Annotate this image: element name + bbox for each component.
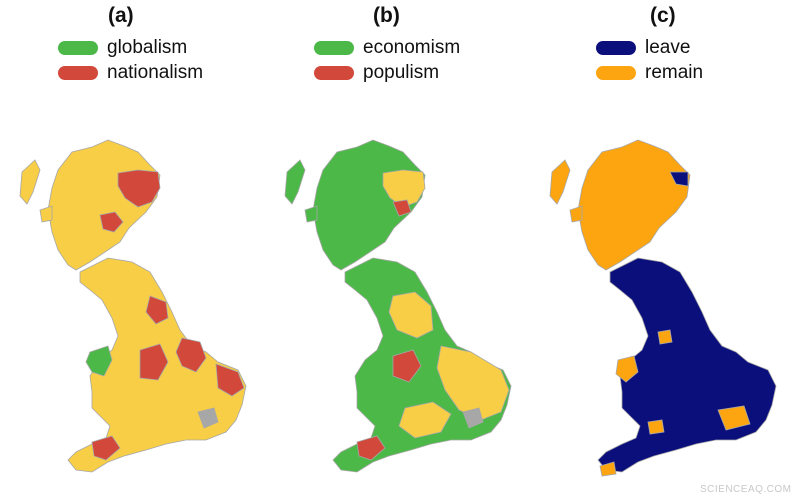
legend-label-nationalism: nationalism bbox=[107, 62, 204, 83]
region-london-c bbox=[717, 405, 751, 431]
region-bristol-c bbox=[647, 419, 665, 435]
region-wales-north-a bbox=[85, 345, 113, 377]
island-skye-b bbox=[304, 205, 318, 223]
region-london-b bbox=[462, 407, 484, 429]
region-east-england-a bbox=[175, 337, 207, 373]
legend-item-remain: remain bbox=[596, 62, 703, 84]
legend-item-globalism: globalism bbox=[58, 37, 187, 59]
island-lewis-c bbox=[549, 159, 571, 205]
region-east-b bbox=[436, 345, 510, 421]
region-aberdeen-b bbox=[392, 199, 412, 217]
england-wales-c bbox=[597, 257, 777, 477]
legend-swatch-economism bbox=[314, 41, 354, 55]
panel-label-c: (c) bbox=[650, 4, 676, 27]
island-lewis-b bbox=[284, 159, 306, 205]
legend-label-economism: economism bbox=[363, 37, 461, 58]
scotland-a bbox=[19, 139, 161, 271]
region-northeast-a bbox=[145, 295, 169, 325]
region-lincolnshire-a bbox=[215, 363, 245, 397]
legend-swatch-nationalism bbox=[58, 66, 98, 80]
panel-a: (a) globalism nationalism bbox=[0, 0, 260, 500]
region-aberdeenshire-a bbox=[117, 169, 161, 208]
region-south-b bbox=[398, 401, 452, 439]
legend-swatch-remain bbox=[596, 66, 636, 80]
map-c bbox=[549, 139, 777, 477]
legend-swatch-leave bbox=[596, 41, 636, 55]
region-yorkshire-b bbox=[388, 291, 434, 339]
legend-label-remain: remain bbox=[645, 62, 704, 83]
scotland-b bbox=[284, 139, 426, 271]
region-aberdeenshire-b bbox=[382, 169, 426, 208]
england-wales-a bbox=[67, 257, 247, 473]
region-midlands-b bbox=[392, 349, 422, 383]
island-skye-c bbox=[569, 205, 583, 223]
region-moray-c bbox=[669, 171, 689, 187]
island-skye-a bbox=[39, 205, 53, 223]
panel-b: (b) economism populism bbox=[265, 0, 525, 500]
map-b bbox=[284, 139, 512, 473]
panel-label-b: (b) bbox=[373, 4, 400, 27]
region-scotland-mainland-c bbox=[577, 139, 691, 271]
region-wales-c bbox=[615, 355, 639, 383]
legend-swatch-globalism bbox=[58, 41, 98, 55]
watermark: SCIENCEAQ.COM bbox=[700, 484, 792, 495]
region-southwest-b bbox=[356, 435, 386, 461]
legend-item-economism: economism bbox=[314, 37, 460, 59]
panel-label-a: (a) bbox=[108, 4, 134, 27]
map-a bbox=[19, 139, 247, 473]
legend-swatch-populism bbox=[314, 66, 354, 80]
scotland-c bbox=[549, 139, 691, 271]
legend-item-leave: leave bbox=[596, 37, 690, 59]
england-wales-b bbox=[332, 257, 512, 473]
legend-label-populism: populism bbox=[363, 62, 440, 83]
legend-label-globalism: globalism bbox=[107, 37, 188, 58]
island-lewis-a bbox=[19, 159, 41, 205]
region-cornwall-c bbox=[599, 461, 617, 477]
region-central-scotland-a bbox=[99, 211, 124, 233]
legend-item-nationalism: nationalism bbox=[58, 62, 203, 84]
region-manchester-c bbox=[657, 329, 673, 345]
legend-label-leave: leave bbox=[645, 37, 691, 58]
legend-item-populism: populism bbox=[314, 62, 439, 84]
region-midlands-a bbox=[139, 343, 169, 381]
region-london-a bbox=[197, 407, 219, 429]
region-southwest-a bbox=[91, 435, 121, 461]
panel-c: (c) leave remain bbox=[530, 0, 790, 500]
